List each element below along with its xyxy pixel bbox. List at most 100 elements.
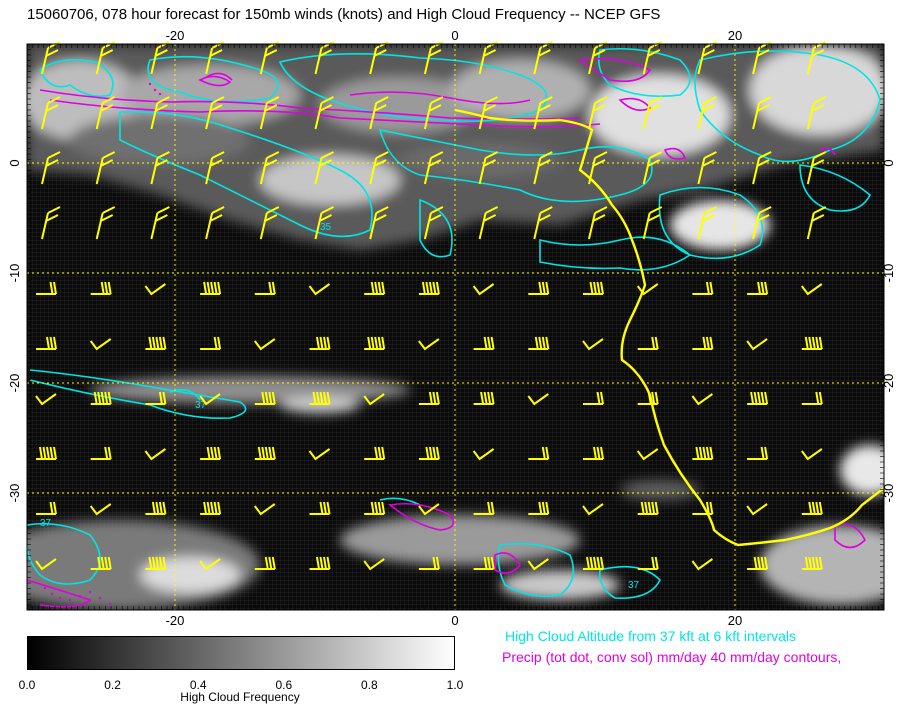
- wind-barb: [90, 391, 112, 405]
- colorbar-tick: 0.2: [104, 678, 121, 692]
- lon-tick-top: 0: [451, 28, 458, 43]
- wind-barb: [423, 41, 444, 75]
- wind-barb: [692, 501, 714, 515]
- wind-barb: [697, 151, 717, 185]
- wind-barb: [41, 41, 61, 75]
- contour-label: 37: [40, 518, 52, 529]
- wind-barb: [259, 206, 280, 240]
- wind-barb: [35, 393, 57, 406]
- wind-barb: [473, 336, 495, 350]
- wind-barb: [259, 151, 280, 185]
- wind-barb: [364, 501, 386, 515]
- wind-barb: [418, 556, 440, 570]
- wind-barb: [95, 96, 116, 130]
- wind-barb: [36, 501, 57, 515]
- wind-barb: [582, 503, 604, 516]
- wind-barb: [423, 206, 444, 240]
- wind-barb: [473, 501, 495, 515]
- wind-barb: [801, 448, 823, 461]
- frame-ticks: [26, 43, 885, 610]
- wind-barb: [533, 206, 553, 240]
- wind-barb: [588, 41, 608, 75]
- wind-barb: [692, 281, 714, 295]
- wind-barb: [200, 336, 222, 350]
- wind-barb: [472, 283, 495, 296]
- wind-barb: [752, 206, 772, 240]
- wind-barb: [801, 336, 823, 350]
- wind-barb: [418, 281, 440, 295]
- wind-barb: [145, 391, 167, 405]
- wind-barb: [806, 96, 827, 130]
- wind-barb: [254, 391, 276, 405]
- wind-barb: [642, 206, 663, 240]
- wind-barb: [369, 206, 389, 240]
- wind-barb: [691, 393, 713, 406]
- wind-barb: [637, 391, 659, 405]
- colorbar-tick: 1.0: [446, 678, 464, 692]
- colorbar-tick: 0.4: [189, 678, 207, 692]
- wind-barb: [145, 556, 167, 570]
- wind-barb: [254, 446, 276, 460]
- wind-barb: [200, 281, 222, 295]
- wind-barb: [637, 556, 659, 570]
- wind-barb: [35, 558, 57, 571]
- wind-barb: [533, 96, 553, 130]
- wind-barb: [636, 448, 659, 461]
- wind-barb: [145, 336, 167, 350]
- colorbar: [27, 636, 455, 670]
- lon-tick-bottom: 20: [728, 613, 742, 628]
- wind-barb: [697, 206, 717, 240]
- wind-barb: [473, 556, 495, 570]
- wind-barb: [199, 393, 221, 406]
- wind-barb: [473, 391, 495, 405]
- wind-barb: [747, 556, 769, 570]
- wind-barb: [200, 501, 222, 515]
- wind-barb: [527, 393, 549, 406]
- wind-barb: [637, 501, 659, 515]
- wind-barb: [642, 41, 663, 75]
- precip-caption: Precip (tot dot, conv sol) mm/day 40 mm/…: [502, 649, 842, 665]
- wind-barb: [527, 558, 549, 571]
- wind-barb: [205, 151, 225, 185]
- wind-barb: [144, 283, 166, 296]
- wind-barb: [583, 556, 604, 570]
- grid-lines: [27, 44, 884, 610]
- wind-barb: [259, 96, 280, 130]
- map-title: 15060706, 078 hour forecast for 150mb wi…: [27, 6, 661, 23]
- coastline: [454, 108, 884, 547]
- wind-barb: [200, 446, 222, 460]
- wind-barb: [95, 206, 116, 240]
- wind-barb: [150, 41, 170, 75]
- wind-barb: [697, 96, 717, 130]
- wind-barbs: [35, 41, 827, 571]
- high-cloud-caption: High Cloud Altitude from 37 kft at 6 kft…: [505, 628, 797, 644]
- wind-barb: [423, 96, 444, 130]
- wind-barb: [583, 446, 604, 460]
- wind-barb: [308, 448, 331, 461]
- wind-barb: [533, 151, 553, 185]
- wind-barb: [752, 96, 772, 130]
- wind-barb: [90, 556, 112, 570]
- wind-barb: [90, 281, 112, 295]
- lon-tick-bottom: 0: [451, 613, 458, 628]
- wind-barb: [747, 281, 769, 295]
- wind-barb: [314, 96, 334, 130]
- wind-barb: [309, 556, 331, 570]
- lat-tick-left: -20: [7, 374, 22, 393]
- wind-barb: [364, 336, 386, 350]
- wind-barb: [150, 206, 170, 240]
- lat-tick-left: -10: [7, 264, 22, 283]
- wind-barb: [259, 41, 280, 75]
- wind-barb: [478, 206, 499, 240]
- cloud-frequency-field: [27, 44, 884, 610]
- wind-barb: [418, 391, 440, 405]
- wind-barb: [309, 336, 331, 350]
- wind-barb: [150, 96, 170, 130]
- wind-barb: [254, 281, 276, 295]
- wind-barb: [692, 336, 714, 350]
- wind-barb: [205, 96, 225, 130]
- wind-barb: [583, 391, 604, 405]
- wind-barb: [363, 558, 385, 571]
- lon-tick-top: 20: [728, 28, 742, 43]
- wind-barb: [369, 41, 389, 75]
